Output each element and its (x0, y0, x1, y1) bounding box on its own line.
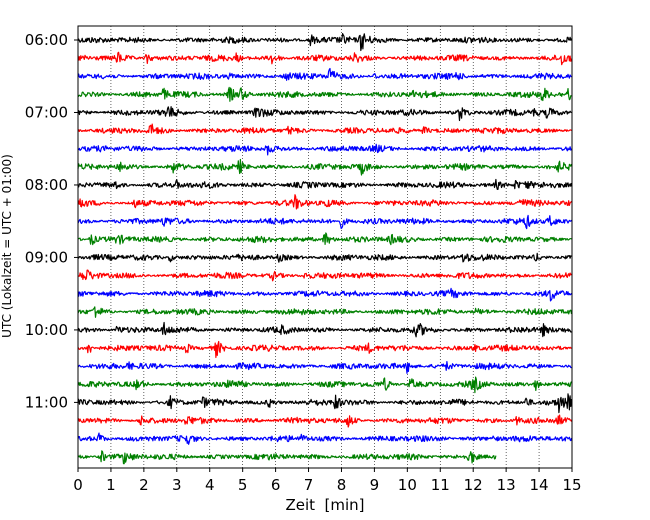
trace-13 (77, 269, 573, 282)
y-axis-ticks: 06:00 07:00 08:00 09:00 10:00 11:00 (25, 31, 78, 411)
trace-7 (77, 158, 573, 176)
trace-21 (77, 414, 573, 428)
x-tick-label-5: 5 (238, 476, 248, 494)
trace-4 (77, 106, 572, 122)
x-tick-label-0: 0 (73, 476, 83, 494)
trace-14 (77, 287, 573, 302)
trace-23 (77, 450, 497, 465)
x-tick-label-4: 4 (205, 476, 215, 494)
x-tick-label-8: 8 (337, 476, 347, 494)
trace-12 (77, 252, 572, 263)
seismogram-traces (77, 33, 573, 465)
trace-2 (77, 67, 572, 81)
x-axis-ticks: 0 1 2 3 4 5 6 7 8 9 10 11 12 13 14 15 (73, 468, 582, 494)
x-tick-label-13: 13 (497, 476, 516, 494)
trace-15 (77, 306, 573, 318)
plot-frame (77, 25, 573, 469)
x-tick-label-7: 7 (304, 476, 314, 494)
x-tick-label-9: 9 (370, 476, 380, 494)
trace-3 (77, 86, 572, 102)
trace-16 (77, 321, 572, 338)
trace-6 (77, 143, 573, 156)
x-tick-label-11: 11 (431, 476, 450, 494)
trace-19 (77, 376, 573, 394)
trace-8 (78, 178, 573, 190)
y-tick-label-2: 08:00 (25, 176, 68, 194)
x-tick-label-2: 2 (139, 476, 149, 494)
trace-20 (77, 393, 573, 414)
trace-17 (77, 340, 572, 359)
x-tick-label-15: 15 (562, 476, 581, 494)
trace-22 (77, 432, 573, 445)
x-tick-label-10: 10 (398, 476, 417, 494)
y-tick-label-3: 09:00 (25, 248, 68, 266)
x-tick-label-6: 6 (271, 476, 281, 494)
trace-5 (77, 123, 572, 135)
y-tick-label-1: 07:00 (25, 103, 68, 121)
x-tick-label-1: 1 (106, 476, 116, 494)
y-axis-label: UTC (Lokalzeit = UTC + 01:00) (0, 154, 14, 338)
x-tick-label-14: 14 (530, 476, 549, 494)
trace-10 (77, 214, 573, 230)
x-tick-label-12: 12 (464, 476, 483, 494)
plot-background (78, 26, 572, 468)
trace-1 (77, 51, 573, 66)
trace-0 (77, 33, 573, 52)
trace-11 (77, 232, 572, 246)
x-axis-label: Zeit [min] (285, 496, 364, 514)
trace-18 (77, 361, 572, 374)
y-tick-label-0: 06:00 (25, 31, 68, 49)
y-tick-label-4: 10:00 (25, 321, 68, 339)
x-tick-label-3: 3 (172, 476, 182, 494)
y-tick-label-5: 11:00 (25, 393, 68, 411)
trace-9 (77, 194, 573, 210)
